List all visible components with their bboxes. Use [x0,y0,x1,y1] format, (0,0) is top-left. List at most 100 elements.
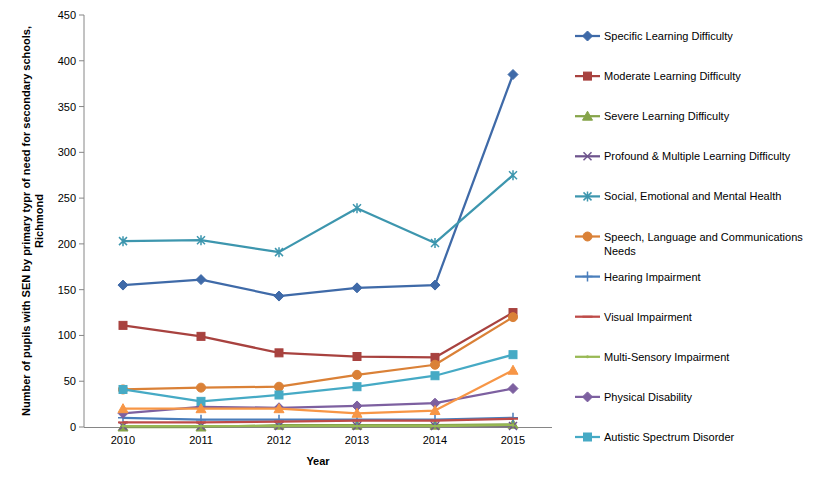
series [118,365,518,417]
legend-marker [584,191,592,201]
data-point [122,425,125,428]
data-point [119,321,127,329]
x-tick-label: 2015 [501,434,525,446]
data-point [275,349,283,357]
data-point [353,383,361,391]
series-line [123,370,513,413]
y-tick-label: 400 [58,55,76,67]
y-tick [79,427,84,428]
data-point [430,415,440,425]
legend-label: Autistic Spectrum Disorder [604,431,735,443]
legend-line [575,316,600,318]
y-axis-title: Number of pupils with SEN by primary typ… [20,26,45,416]
y-tick-label: 200 [58,238,76,250]
data-point [352,420,362,422]
x-tick-label: 2010 [111,434,135,446]
data-point [352,420,362,429]
data-point [356,425,359,428]
legend-label: Severe Learning Difficulty [604,110,730,122]
data-point [352,283,362,293]
y-tick-label: 50 [64,375,76,387]
legend-marker [584,72,592,80]
legend-label: Social, Emotional and Mental Health [604,190,781,202]
series [118,419,518,423]
series [122,424,515,428]
x-tick-label: 2014 [423,434,447,446]
series [118,70,518,302]
data-point [508,70,518,80]
series-line [123,75,513,297]
y-tick-label: 300 [58,146,76,158]
data-point [353,370,362,379]
data-point [353,353,361,361]
data-point [431,238,439,248]
y-tick-label: 450 [58,9,76,21]
series-line [123,355,513,402]
data-point [431,360,440,369]
data-point [196,275,206,285]
y-tick [79,335,84,336]
legend-label: Physical Disability [604,391,693,403]
data-point [275,391,283,399]
data-point [196,421,206,423]
series-line [123,424,513,427]
y-tick [79,198,84,199]
series-line [123,425,513,427]
data-point [430,420,440,422]
data-point [274,415,284,425]
y-tick [79,289,84,290]
y-tick-label: 100 [58,329,76,341]
data-point [119,385,127,393]
x-axis-title: Year [306,455,330,467]
legend-marker [584,433,592,441]
y-tick-label: 0 [70,421,76,433]
x-tick-label: 2011 [189,434,213,446]
y-axis [84,15,85,427]
legend-line [575,356,600,358]
y-tick-label: 150 [58,284,76,296]
data-point [200,425,203,428]
series-line [123,419,513,423]
legend-label: Moderate Learning Difficulty [604,70,741,82]
data-point [274,404,284,413]
data-point [508,384,518,394]
legend-marker [583,392,593,402]
legend-label: Hearing Impairment [604,271,701,283]
x-tick-label: 2012 [267,434,291,446]
data-point [274,420,284,429]
series [119,170,517,257]
legend-label: Specific Learning Difficulty [604,30,733,42]
data-point [197,235,205,245]
data-point [275,247,283,257]
data-point [197,383,206,392]
data-point [352,408,362,417]
y-tick [79,152,84,153]
data-point [196,415,206,425]
data-point [430,420,440,429]
data-point [508,365,518,374]
data-point [431,372,439,380]
y-tick [79,106,84,107]
data-point [509,313,518,322]
legend-label: Profound & Multiple Learning Difficulty [604,150,791,162]
y-tick [79,15,84,16]
y-tick-label: 350 [58,101,76,113]
data-point [197,332,205,340]
series [119,309,517,362]
series-line [123,317,513,389]
data-point [509,351,517,359]
data-point [119,236,127,246]
legend-label: Visual Impairment [604,311,692,323]
data-point [118,421,128,423]
series-line [123,313,513,358]
series [118,384,518,419]
data-point [278,425,281,428]
legend: Specific Learning Difficulty Moderate Lea… [575,30,803,443]
legend-marker [583,272,593,282]
legend-marker [583,111,593,120]
data-point [118,280,128,290]
data-point [508,418,518,420]
legend-marker [583,31,593,41]
legend-marker [583,232,592,241]
data-point [353,203,361,213]
